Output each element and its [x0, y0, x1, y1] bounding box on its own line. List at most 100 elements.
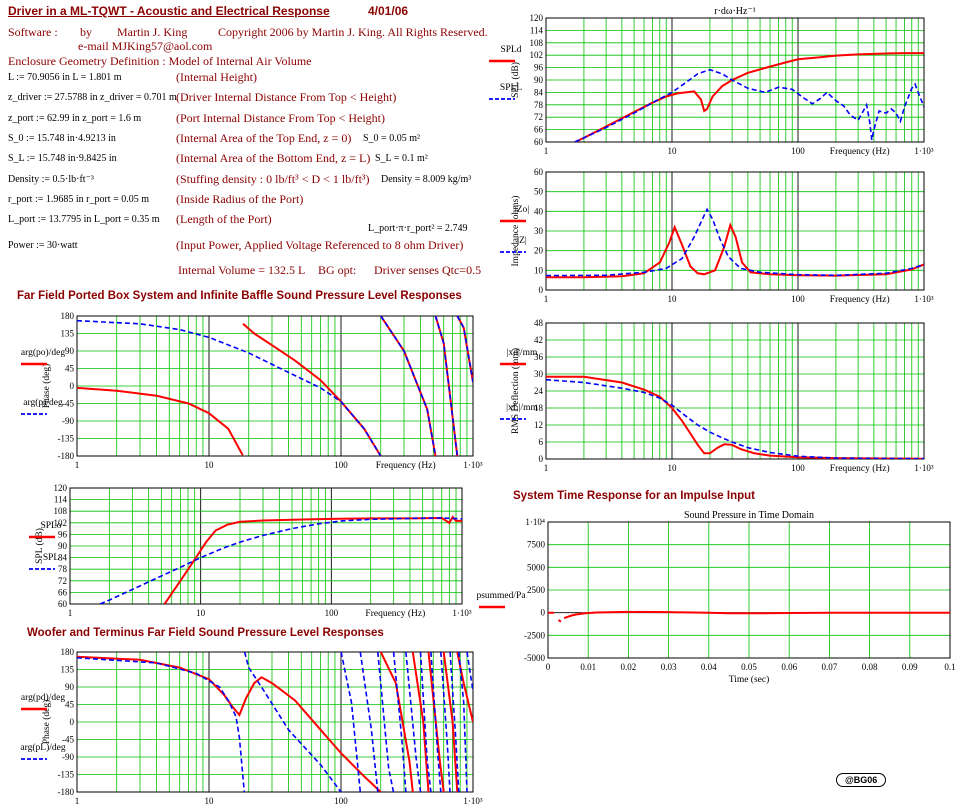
x-tick-label: 100 [791, 146, 805, 156]
y-tick-label: 6 [539, 437, 544, 447]
x-tick-label: 0.02 [621, 662, 637, 672]
chart-impedance: 0 10 20 30 40 50 60 1 10 100 1·10³ Frequency (Hz) Im… [500, 167, 934, 305]
y-tick-label: -45 [62, 735, 74, 745]
param-description: (Input Power, Applied Voltage Referenced… [176, 238, 464, 252]
x-tick-label: 0.09 [902, 662, 918, 672]
x-tick-label: 100 [791, 463, 805, 473]
x-tick-label: 100 [325, 608, 339, 618]
y-tick-label: 90 [65, 682, 75, 692]
legend-item: SPLo [29, 521, 62, 539]
bg-opt-label: BG opt: [318, 263, 357, 277]
series-line-argpddeg [77, 652, 473, 792]
x-tick-label: 0.05 [741, 662, 757, 672]
x-tick-label: 100 [334, 796, 348, 806]
y-tick-label: 45 [65, 364, 75, 374]
param-result: L_port·π·r_port² = 2.749 [368, 223, 468, 234]
y-tick-label: 114 [54, 495, 68, 505]
series-line-splo [163, 515, 462, 604]
y-tick-label: 2500 [527, 585, 546, 595]
legend-item: arg(pL)/deg [20, 742, 66, 760]
legend-label: arg(pd)/deg [21, 692, 65, 703]
y-tick-label: -45 [62, 399, 74, 409]
software-label: Software : [8, 25, 58, 39]
x-tick-label: 10 [196, 608, 206, 618]
x-tick-label: 1 [544, 294, 549, 304]
x-tick-label: 1·10³ [452, 608, 471, 618]
by-label: by [80, 25, 92, 39]
param-equation: z_port := 62.99 in z_port = 1.6 m [8, 113, 142, 124]
y-tick-label: 66 [534, 125, 544, 135]
x-tick-label: 1·10³ [463, 796, 482, 806]
legend-label: |xd|/mm [507, 348, 538, 358]
x-tick-label: 10 [205, 460, 215, 470]
plot-frame [545, 171, 925, 291]
y-tick-label: 90 [65, 346, 75, 356]
y-tick-label: -180 [58, 451, 75, 461]
param-equation: Power := 30·watt [8, 240, 78, 251]
y-tick-label: 66 [58, 587, 68, 597]
y-tick-label: 5000 [527, 562, 546, 572]
time-section-title: System Time Response for an Impulse Inpu… [513, 490, 755, 502]
y-tick-label: 0 [539, 285, 544, 295]
x-tick-label: 1·10³ [463, 460, 482, 470]
legend-label: SPL [43, 553, 60, 563]
x-tick-label: 10 [668, 463, 678, 473]
series-line-spll [574, 68, 924, 142]
y-tick-label: 10 [534, 265, 544, 275]
plot-frame [547, 521, 951, 659]
y-tick-label: 108 [530, 38, 544, 48]
plot-frame [76, 315, 474, 457]
x-tick-label: 0.04 [701, 662, 717, 672]
y-tick-label: -135 [58, 434, 75, 444]
y-tick-label: 42 [534, 335, 543, 345]
y-tick-label: 0 [541, 608, 546, 618]
legend-label: |Zo| [515, 205, 529, 215]
y-tick-label: 0 [70, 381, 75, 391]
x-tick-label: 1 [544, 146, 549, 156]
y-tick-label: 50 [534, 187, 544, 197]
legend-item: arg(pd)/deg [21, 692, 65, 711]
x-axis-label: Frequency (Hz) [365, 608, 425, 619]
author-email: e-mail MJKing57@aol.com [78, 39, 213, 53]
y-tick-label: 102 [530, 50, 544, 60]
series-line-spld [574, 52, 924, 142]
y-tick-label: 18 [534, 403, 544, 413]
y-tick-label: 72 [534, 112, 543, 122]
series-line-psummedpa [548, 610, 950, 623]
chart-title: r·dω·Hz⁻¹ [714, 6, 756, 17]
x-tick-label: 0.03 [661, 662, 677, 672]
grid-lines [77, 652, 473, 792]
y-tick-label: 114 [530, 25, 544, 35]
series-line-xlmm [546, 378, 924, 459]
legend-label: SPLL [500, 83, 522, 93]
grid-lines [70, 488, 462, 604]
y-tick-label: 12 [534, 420, 543, 430]
y-tick-label: 60 [534, 137, 544, 147]
legend-item: arg(p)/deg [21, 397, 63, 415]
qtc-note: Driver senses Qtc=0.5 [374, 263, 482, 277]
y-tick-label: 40 [534, 206, 544, 216]
y-axis-label: SPL (dB) [510, 62, 521, 98]
y-tick-label: 24 [534, 386, 544, 396]
legend-label: SPLd [500, 45, 521, 55]
param-equation: L := 70.9056 in L = 1.801 m [8, 72, 122, 83]
grid-lines [546, 323, 924, 459]
param-equation: S_0 := 15.748 in·4.9213 in [8, 133, 116, 144]
page-title: Driver in a ML-TQWT - Acoustic and Elect… [8, 4, 330, 18]
y-tick-label: 96 [534, 63, 544, 73]
y-tick-label: 120 [54, 483, 68, 493]
param-description: (Stuffing density : 0 lb/ft³ < D < 1 lb/… [176, 172, 370, 186]
geometry-definition: Enclosure Geometry Definition : Model of… [8, 54, 312, 68]
x-tick-label: 1 [68, 608, 73, 618]
series-line-argpdeg [77, 316, 473, 456]
x-tick-label: 100 [791, 294, 805, 304]
x-axis-label: Frequency (Hz) [830, 294, 890, 305]
chart-deflection: 0 6 12 18 24 30 36 42 48 1 10 100 1·10³ Frequency (Hz… [500, 318, 934, 474]
param-description: (Port Internal Distance From Top < Heigh… [176, 111, 385, 125]
legend-item: |Z| [500, 236, 527, 253]
y-tick-label: 20 [534, 246, 544, 256]
x-tick-label: 0 [546, 662, 551, 672]
grid-lines [77, 316, 473, 456]
chart-phase-woofer: -180 -135 -90 -45 0 45 90 135 180 1 10 100 1·10³ Phas… [20, 647, 482, 806]
